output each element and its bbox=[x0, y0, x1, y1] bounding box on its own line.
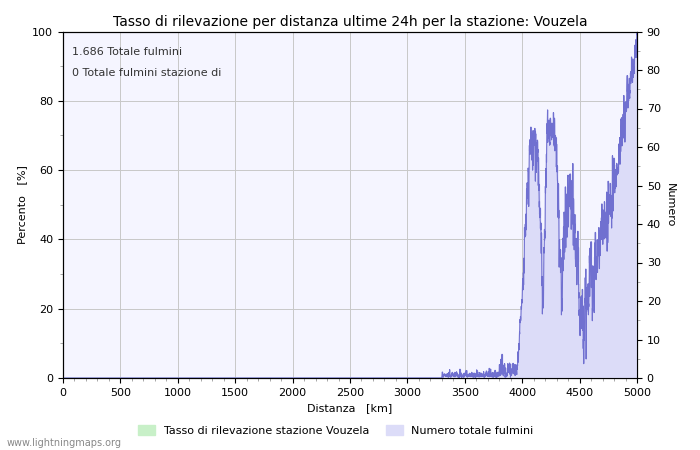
Y-axis label: Numero: Numero bbox=[665, 183, 675, 227]
Text: 1.686 Totale fulmini: 1.686 Totale fulmini bbox=[71, 47, 182, 57]
Text: www.lightningmaps.org: www.lightningmaps.org bbox=[7, 438, 122, 448]
X-axis label: Distanza   [km]: Distanza [km] bbox=[307, 403, 393, 413]
Y-axis label: Percento   [%]: Percento [%] bbox=[17, 165, 27, 244]
Text: 0 Totale fulmini stazione di: 0 Totale fulmini stazione di bbox=[71, 68, 221, 78]
Title: Tasso di rilevazione per distanza ultime 24h per la stazione: Vouzela: Tasso di rilevazione per distanza ultime… bbox=[113, 15, 587, 29]
Legend: Tasso di rilevazione stazione Vouzela, Numero totale fulmini: Tasso di rilevazione stazione Vouzela, N… bbox=[134, 420, 538, 440]
